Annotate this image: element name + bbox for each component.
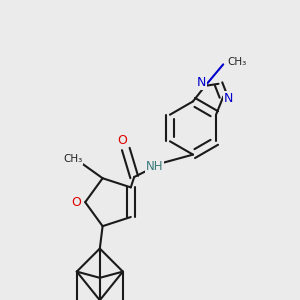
Text: N: N [196, 76, 206, 89]
Text: O: O [71, 196, 81, 209]
Text: NH: NH [146, 160, 163, 172]
Text: O: O [117, 134, 127, 148]
Text: N: N [224, 92, 233, 105]
Text: CH₃: CH₃ [228, 57, 247, 68]
Text: CH₃: CH₃ [63, 154, 82, 164]
